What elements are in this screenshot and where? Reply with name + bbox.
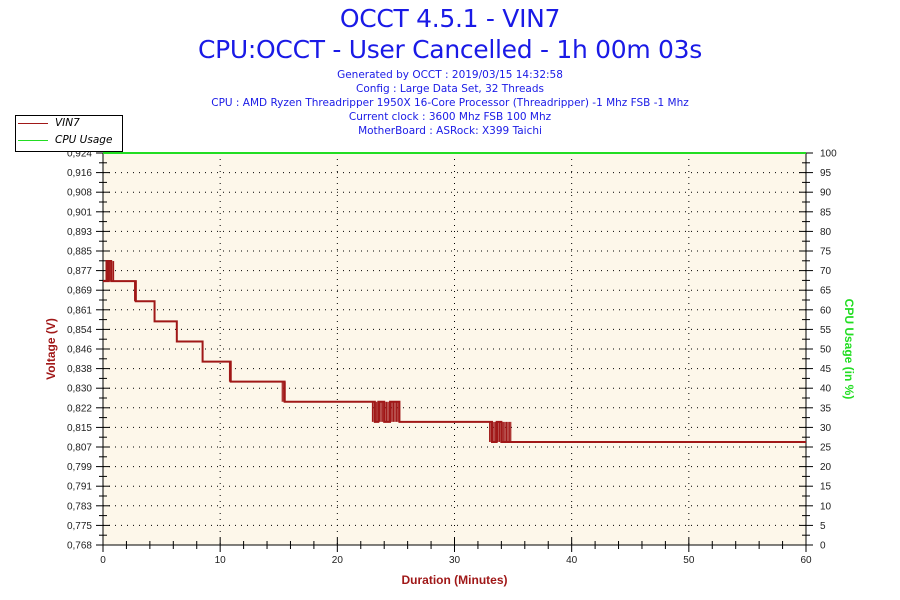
y-right-tick-label: 75 bbox=[820, 247, 832, 258]
y-right-tick-label: 90 bbox=[820, 188, 832, 199]
legend-swatch-vin7 bbox=[18, 123, 48, 124]
info-clock: Current clock : 3600 Mhz FSB 100 Mhz bbox=[348, 111, 552, 123]
y-tick-label: 0,901 bbox=[67, 207, 92, 218]
y-right-tick-label: 30 bbox=[820, 423, 832, 434]
y-right-tick-label: 0 bbox=[820, 541, 826, 552]
legend-item-cpu-usage: CPU Usage bbox=[16, 133, 122, 149]
chart-title: OCCT 4.5.1 - VIN7 bbox=[339, 4, 561, 33]
info-config: Config : Large Data Set, 32 Threads bbox=[356, 83, 544, 95]
y-axis-label-right: CPU Usage (in %) bbox=[842, 299, 856, 400]
y-tick-label: 0,799 bbox=[67, 462, 92, 473]
x-tick-label: 60 bbox=[800, 555, 812, 566]
x-tick-label: 50 bbox=[683, 555, 695, 566]
x-tick-label: 10 bbox=[215, 555, 227, 566]
x-tick-label: 20 bbox=[332, 555, 344, 566]
y-right-tick-label: 50 bbox=[820, 345, 832, 356]
y-tick-label: 0,807 bbox=[67, 443, 92, 454]
legend-swatch-cpu-usage bbox=[18, 140, 48, 141]
y-tick-label: 0,768 bbox=[67, 541, 92, 552]
y-tick-label: 0,830 bbox=[67, 384, 92, 395]
y-tick-label: 0,916 bbox=[67, 168, 92, 179]
legend: VIN7 CPU Usage bbox=[15, 115, 123, 152]
y-right-tick-label: 10 bbox=[820, 501, 832, 512]
y-tick-label: 0,869 bbox=[67, 286, 92, 297]
y-tick-label: 0,924 bbox=[67, 149, 92, 160]
y-right-tick-label: 25 bbox=[820, 443, 832, 454]
y-right-tick-label: 85 bbox=[820, 207, 832, 218]
y-tick-label: 0,791 bbox=[67, 482, 92, 493]
y-tick-label: 0,861 bbox=[67, 305, 92, 316]
y-right-tick-label: 65 bbox=[820, 286, 832, 297]
y-right-tick-label: 55 bbox=[820, 325, 832, 336]
x-tick-label: 30 bbox=[449, 555, 461, 566]
y-right-tick-label: 45 bbox=[820, 364, 832, 375]
legend-label-cpu-usage: CPU Usage bbox=[55, 134, 113, 146]
y-right-tick-label: 35 bbox=[820, 403, 832, 414]
y-tick-label: 0,846 bbox=[67, 345, 92, 356]
y-axis-label-left: Voltage (V) bbox=[44, 318, 58, 380]
y-right-tick-label: 60 bbox=[820, 305, 832, 316]
y-tick-label: 0,854 bbox=[67, 325, 92, 336]
y-right-tick-label: 70 bbox=[820, 266, 832, 277]
x-axis-label: Duration (Minutes) bbox=[402, 573, 508, 587]
y-tick-label: 0,822 bbox=[67, 403, 92, 414]
y-right-tick-label: 100 bbox=[820, 149, 837, 160]
x-tick-label: 40 bbox=[566, 555, 578, 566]
legend-label-vin7: VIN7 bbox=[55, 117, 80, 129]
y-tick-label: 0,877 bbox=[67, 266, 92, 277]
y-right-tick-label: 95 bbox=[820, 168, 832, 179]
x-tick-label: 0 bbox=[100, 555, 106, 566]
y-right-tick-label: 20 bbox=[820, 462, 832, 473]
y-tick-label: 0,838 bbox=[67, 364, 92, 375]
y-right-tick-label: 15 bbox=[820, 482, 832, 493]
y-right-tick-label: 40 bbox=[820, 384, 832, 395]
info-cpu: CPU : AMD Ryzen Threadripper 1950X 16-Co… bbox=[211, 97, 689, 109]
plot-area bbox=[103, 153, 806, 545]
y-tick-label: 0,893 bbox=[67, 227, 92, 238]
info-motherboard: MotherBoard : ASRock: X399 Taichi bbox=[358, 125, 542, 137]
y-tick-label: 0,885 bbox=[67, 247, 92, 258]
y-tick-label: 0,783 bbox=[67, 501, 92, 512]
y-tick-label: 0,775 bbox=[67, 521, 92, 532]
chart-subtitle: CPU:OCCT - User Cancelled - 1h 00m 03s bbox=[197, 35, 702, 64]
info-generated: Generated by OCCT : 2019/03/15 14:32:58 bbox=[337, 69, 563, 81]
y-tick-label: 0,908 bbox=[67, 188, 92, 199]
y-right-tick-label: 80 bbox=[820, 227, 832, 238]
legend-item-vin7: VIN7 bbox=[16, 116, 122, 132]
y-tick-label: 0,815 bbox=[67, 423, 92, 434]
y-right-tick-label: 5 bbox=[820, 521, 826, 532]
